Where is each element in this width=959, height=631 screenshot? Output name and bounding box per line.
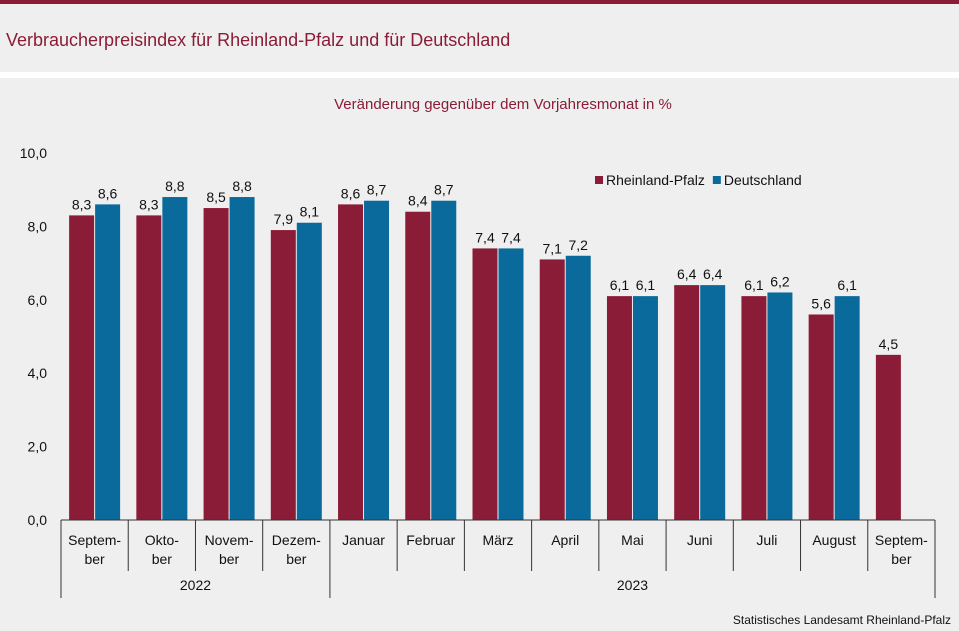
category-label: April [551,532,579,548]
data-label: 6,4 [677,266,697,282]
bar-deutschland [700,285,726,520]
bar-deutschland [834,296,860,520]
data-label: 6,1 [744,277,764,293]
bar-deutschland [229,197,255,521]
chart-subtitle: Veränderung gegenüber dem Vorjahresmonat… [334,96,672,113]
data-label: 8,7 [367,182,387,198]
category-label: Septem- [68,532,121,548]
year-label: 2023 [617,577,648,593]
category-label: Juni [687,532,713,548]
y-tick-label: 8,0 [28,218,48,234]
data-label: 6,1 [610,277,630,293]
bar-rheinland-pfalz [270,230,296,520]
bar-deutschland [498,248,524,521]
data-label: 8,8 [165,178,185,194]
data-label: 5,6 [811,295,831,311]
data-label: 8,3 [72,196,92,212]
data-label: 6,4 [703,266,723,282]
data-label: 8,3 [139,196,159,212]
bar-rheinland-pfalz [808,314,834,520]
category-label: ber [152,551,173,567]
bar-deutschland [364,200,390,520]
source-credit: Statistisches Landesamt Rheinland-Pfalz [732,613,951,627]
category-label: Juli [756,532,777,548]
data-label: 8,7 [434,182,454,198]
y-tick-label: 0,0 [28,512,48,528]
category-label: Mai [621,532,644,548]
bar-rheinland-pfalz [69,215,95,520]
legend-swatch [595,176,603,184]
bar-rheinland-pfalz [606,296,632,520]
y-tick-label: 4,0 [28,365,48,381]
bar-rheinland-pfalz [539,259,565,520]
y-tick-label: 2,0 [28,439,48,455]
data-label: 8,4 [408,193,428,209]
category-label: Januar [342,532,385,548]
data-label: 7,4 [501,229,521,245]
data-label: 8,6 [341,185,361,201]
bar-rheinland-pfalz [136,215,162,520]
data-label: 7,2 [568,237,588,253]
legend-swatch [712,176,721,184]
y-tick-label: 6,0 [28,292,48,308]
data-label: 4,5 [879,336,899,352]
page-title: Verbraucherpreisindex für Rheinland-Pfal… [6,30,511,50]
data-label: 6,2 [770,273,790,289]
data-label: 8,8 [232,178,252,194]
year-label: 2022 [180,577,211,593]
bar-rheinland-pfalz [674,285,700,520]
data-label: 7,1 [542,240,562,256]
bar-rheinland-pfalz [472,248,498,521]
legend-label: Rheinland-Pfalz [606,172,705,188]
bar-rheinland-pfalz [875,354,901,520]
data-label: 7,4 [475,229,495,245]
bar-rheinland-pfalz [741,296,767,520]
category-label: Septem- [875,532,928,548]
header: Verbraucherpreisindex für Rheinland-Pfal… [0,4,959,72]
bar-deutschland [296,222,322,521]
bar-deutschland [632,296,658,520]
category-label: Februar [406,532,455,548]
category-label: Dezem- [272,532,321,548]
bar-rheinland-pfalz [203,208,229,521]
bar-deutschland [565,255,591,520]
category-label: ber [84,551,105,567]
legend-label: Deutschland [724,172,802,188]
bar-deutschland [162,197,188,521]
data-label: 6,1 [837,277,857,293]
category-label: ber [219,551,240,567]
category-label: ber [891,551,912,567]
bar-rheinland-pfalz [338,204,364,520]
y-tick-label: 10,0 [20,145,47,161]
data-label: 8,6 [98,185,118,201]
category-label: ber [286,551,307,567]
category-label: Okto- [145,532,180,548]
bar-deutschland [767,292,793,520]
data-label: 8,1 [300,204,320,220]
category-label: März [482,532,513,548]
data-label: 6,1 [636,277,656,293]
category-label: August [812,532,856,548]
bar-rheinland-pfalz [405,211,431,520]
data-label: 8,5 [206,189,226,205]
bar-deutschland [431,200,457,520]
data-label: 7,9 [274,211,294,227]
bar-deutschland [95,204,121,520]
top-accent-bar [0,0,959,4]
category-label: Novem- [205,532,254,548]
